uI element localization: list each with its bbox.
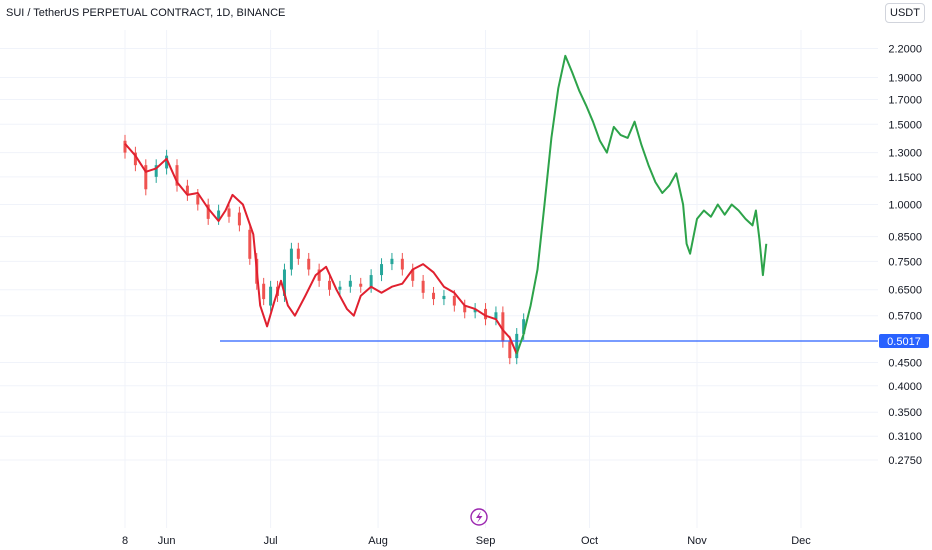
- candle-body: [144, 165, 148, 190]
- y-tick-label: 1.3000: [888, 148, 922, 160]
- y-tick-label: 2.2000: [888, 44, 922, 56]
- x-tick-label: Aug: [368, 535, 388, 547]
- candlestick-group: [123, 134, 526, 365]
- candle-body: [421, 280, 425, 293]
- candle-body: [494, 312, 498, 320]
- candle-body: [262, 283, 266, 300]
- candle-body: [248, 229, 252, 259]
- candle-body: [359, 283, 363, 287]
- x-tick-label: Jul: [264, 535, 278, 547]
- y-tick-label: 0.5700: [888, 311, 922, 323]
- candle-body: [296, 248, 300, 259]
- candle-body: [307, 258, 311, 270]
- candle-body: [473, 308, 477, 313]
- series-line: [124, 143, 518, 355]
- candle-body: [165, 155, 169, 169]
- candle-body: [463, 305, 467, 313]
- candle-body: [411, 269, 415, 281]
- chart-title: SUI / TetherUS PERPETUAL CONTRACT, 1D, B…: [6, 7, 286, 19]
- support-price-tag: 0.5017: [879, 333, 929, 348]
- candle-body: [390, 258, 394, 265]
- y-tick-label: 1.7000: [888, 95, 922, 107]
- candle-body: [317, 269, 321, 281]
- y-tick-label: 0.4000: [888, 381, 922, 393]
- y-tick-label: 0.3100: [888, 431, 922, 443]
- currency-button[interactable]: USDT: [885, 3, 925, 23]
- y-tick-label: 0.8500: [888, 232, 922, 244]
- candle-body: [133, 152, 137, 166]
- y-tick-label: 0.6500: [888, 285, 922, 297]
- candle-body: [508, 341, 512, 359]
- candle-body: [328, 280, 332, 290]
- y-tick-label: 1.0000: [888, 200, 922, 212]
- y-tick-label: 0.3500: [888, 407, 922, 419]
- candle-body: [515, 333, 519, 359]
- candle-body: [227, 208, 231, 217]
- candle-body: [432, 292, 436, 300]
- candle-body: [380, 264, 384, 276]
- candle-body: [185, 185, 189, 195]
- y-tick-label: 1.5000: [888, 119, 922, 131]
- y-axis: 2.2000 1.9000 1.7000 1.5000 1.3000 1.1500 1.00…: [888, 44, 922, 467]
- candle-body: [522, 319, 526, 334]
- chart-grid: [0, 30, 878, 528]
- candle-body: [348, 280, 352, 287]
- x-tick-label: Dec: [791, 535, 811, 547]
- candle-body: [175, 165, 179, 186]
- x-tick-label: Sep: [476, 535, 496, 547]
- x-tick-label: Jun: [158, 535, 176, 547]
- price-tag-label: 0.5017: [887, 336, 921, 348]
- candle-body: [206, 204, 210, 219]
- series-group: [124, 54, 768, 355]
- candle-body: [442, 295, 446, 300]
- candle-body: [484, 308, 488, 320]
- x-tick-label: Nov: [687, 535, 707, 547]
- y-tick-label: 1.1500: [888, 172, 922, 184]
- y-tick-label: 1.9000: [888, 73, 922, 85]
- candle-body: [338, 286, 342, 290]
- y-tick-label: 0.7500: [888, 256, 922, 268]
- candle-body: [269, 286, 273, 306]
- candle-body: [154, 165, 158, 177]
- x-tick-label: 8: [122, 535, 128, 547]
- candle-body: [237, 212, 241, 226]
- y-tick-label: 0.2750: [888, 455, 922, 467]
- y-tick-label: 0.4500: [888, 358, 922, 370]
- price-tag-background: [879, 333, 929, 348]
- lightning-icon[interactable]: [470, 508, 488, 526]
- lightning-bolt-glyph: [476, 511, 483, 523]
- candle-body: [501, 312, 505, 342]
- candle-body: [369, 275, 373, 287]
- series-line: [515, 54, 768, 355]
- x-tick-label: Oct: [581, 535, 598, 547]
- candle-body: [217, 210, 221, 219]
- candle-body: [452, 295, 456, 306]
- x-axis: 8 Jun Jul Aug Sep Oct Nov Dec: [122, 535, 811, 547]
- candle-body: [400, 258, 404, 270]
- candle-body: [282, 269, 286, 296]
- candle-body: [289, 248, 293, 270]
- candle-body: [123, 140, 127, 153]
- candle-body: [196, 194, 200, 205]
